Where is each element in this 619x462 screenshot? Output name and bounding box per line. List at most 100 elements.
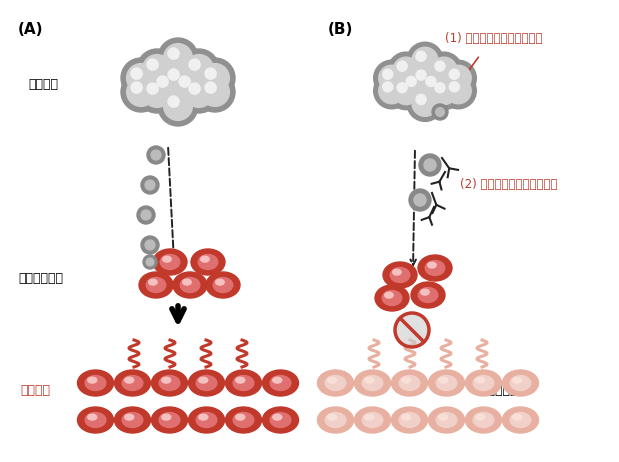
Ellipse shape	[375, 285, 409, 311]
Ellipse shape	[270, 413, 291, 427]
Circle shape	[137, 73, 177, 113]
Circle shape	[121, 58, 161, 98]
Circle shape	[379, 78, 405, 104]
Circle shape	[417, 67, 453, 103]
Circle shape	[145, 180, 155, 190]
Ellipse shape	[270, 376, 291, 390]
Circle shape	[137, 206, 155, 224]
Ellipse shape	[428, 370, 464, 396]
Circle shape	[163, 91, 193, 121]
Ellipse shape	[391, 407, 428, 433]
Circle shape	[414, 194, 426, 206]
Ellipse shape	[318, 407, 353, 433]
Ellipse shape	[476, 414, 485, 420]
Ellipse shape	[418, 255, 452, 281]
Ellipse shape	[273, 414, 282, 420]
Circle shape	[431, 57, 457, 83]
Circle shape	[412, 66, 438, 92]
Circle shape	[145, 240, 155, 250]
Ellipse shape	[196, 376, 217, 390]
Circle shape	[201, 64, 230, 92]
Circle shape	[142, 55, 171, 84]
Text: がん細胞: がん細胞	[28, 79, 58, 91]
Circle shape	[416, 51, 426, 61]
Circle shape	[151, 150, 161, 160]
Circle shape	[184, 79, 214, 107]
Ellipse shape	[503, 370, 539, 396]
Circle shape	[383, 69, 393, 79]
Circle shape	[383, 82, 393, 92]
Ellipse shape	[125, 414, 134, 420]
Circle shape	[147, 59, 158, 70]
Circle shape	[146, 258, 154, 266]
Ellipse shape	[125, 377, 134, 383]
Ellipse shape	[273, 377, 282, 383]
Circle shape	[422, 73, 448, 98]
Circle shape	[142, 79, 171, 107]
Circle shape	[412, 91, 438, 116]
Ellipse shape	[510, 376, 531, 390]
Ellipse shape	[122, 413, 143, 427]
Circle shape	[388, 74, 424, 109]
Circle shape	[158, 38, 198, 78]
Ellipse shape	[206, 272, 240, 298]
Ellipse shape	[233, 413, 254, 427]
Ellipse shape	[513, 414, 522, 420]
Ellipse shape	[465, 370, 501, 396]
Text: (2) 循環エクソソームの除去: (2) 循環エクソソームの除去	[460, 178, 558, 192]
Circle shape	[436, 108, 444, 116]
Ellipse shape	[473, 376, 494, 390]
Text: 血管内皮細胞: 血管内皮細胞	[18, 272, 63, 285]
Ellipse shape	[418, 287, 438, 303]
Ellipse shape	[382, 291, 402, 305]
Text: (1) エクソソームの分泌阻害: (1) エクソソームの分泌阻害	[445, 31, 542, 44]
Circle shape	[141, 176, 159, 194]
Circle shape	[374, 60, 410, 96]
Circle shape	[127, 64, 155, 92]
Circle shape	[141, 210, 151, 220]
Ellipse shape	[392, 269, 401, 275]
Circle shape	[147, 146, 165, 164]
Circle shape	[393, 57, 419, 83]
Ellipse shape	[201, 256, 209, 262]
Circle shape	[395, 313, 429, 347]
Circle shape	[406, 76, 416, 86]
Ellipse shape	[149, 279, 157, 285]
Ellipse shape	[122, 376, 143, 390]
Ellipse shape	[162, 377, 171, 383]
Ellipse shape	[399, 413, 420, 427]
Ellipse shape	[436, 376, 457, 390]
Circle shape	[407, 61, 443, 97]
Ellipse shape	[262, 370, 298, 396]
Circle shape	[431, 79, 457, 105]
Ellipse shape	[365, 377, 374, 383]
Ellipse shape	[180, 278, 200, 292]
Text: (B): (B)	[328, 22, 353, 37]
Ellipse shape	[236, 377, 245, 383]
Circle shape	[168, 48, 179, 59]
Circle shape	[416, 94, 426, 104]
Ellipse shape	[225, 407, 261, 433]
Circle shape	[449, 69, 459, 79]
Circle shape	[127, 78, 155, 106]
Ellipse shape	[399, 376, 420, 390]
Circle shape	[432, 104, 448, 120]
Ellipse shape	[225, 370, 261, 396]
Circle shape	[141, 236, 159, 254]
Circle shape	[416, 70, 426, 80]
Text: (A): (A)	[18, 22, 43, 37]
Circle shape	[121, 72, 161, 112]
Circle shape	[426, 76, 436, 86]
Ellipse shape	[325, 376, 346, 390]
Circle shape	[195, 58, 235, 98]
Circle shape	[407, 42, 443, 78]
Ellipse shape	[439, 414, 448, 420]
Ellipse shape	[215, 279, 224, 285]
Ellipse shape	[355, 407, 391, 433]
Ellipse shape	[159, 413, 180, 427]
Ellipse shape	[327, 377, 337, 383]
Ellipse shape	[77, 407, 113, 433]
Ellipse shape	[115, 407, 150, 433]
Circle shape	[175, 72, 204, 100]
Circle shape	[195, 72, 235, 112]
